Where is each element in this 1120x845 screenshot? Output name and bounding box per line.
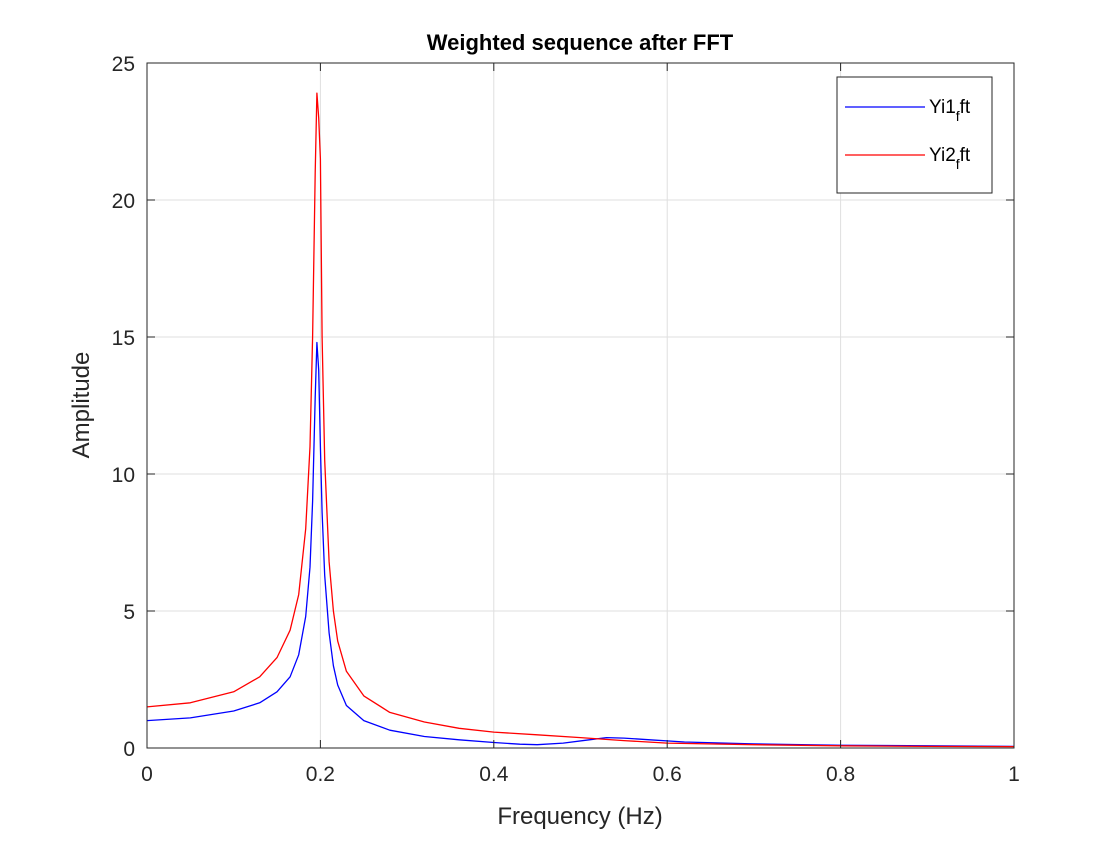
- series-line-2: [146, 92, 1015, 748]
- x-tick-label: 0.6: [653, 763, 682, 786]
- legend-label-tail: ft: [960, 97, 971, 118]
- legend-box: [836, 76, 993, 194]
- y-tick-label: 15: [112, 327, 135, 350]
- y-tick-label: 5: [123, 601, 135, 624]
- legend-label-subscript: f: [956, 156, 960, 172]
- legend-label-subscript: f: [956, 108, 960, 124]
- series-group: [146, 92, 1015, 748]
- y-tick-label: 10: [112, 464, 135, 487]
- y-tick-label: 20: [112, 190, 135, 213]
- x-tick-label: 0.4: [479, 763, 509, 786]
- series-line-1: [146, 341, 1015, 748]
- legend-label-1: Yi1fft: [929, 97, 971, 124]
- legend-label-base: Yi1: [929, 97, 956, 118]
- legend-label-base: Yi2: [929, 145, 956, 166]
- axes-box: [146, 62, 1015, 749]
- y-tick-label: 25: [112, 53, 135, 76]
- y-axis-label: Amplitude: [68, 352, 95, 459]
- legend-label-tail: ft: [960, 145, 971, 166]
- x-tick-label: 0: [141, 763, 153, 786]
- chart-title: Weighted sequence after FFT: [427, 30, 734, 55]
- y-tick-label: 0: [123, 738, 135, 761]
- x-tick-label: 1: [1008, 763, 1020, 786]
- x-axis-label: Frequency (Hz): [497, 803, 662, 830]
- x-tick-label: 0.2: [306, 763, 335, 786]
- x-tick-label: 0.8: [826, 763, 855, 786]
- legend-label-2: Yi2fft: [929, 145, 971, 172]
